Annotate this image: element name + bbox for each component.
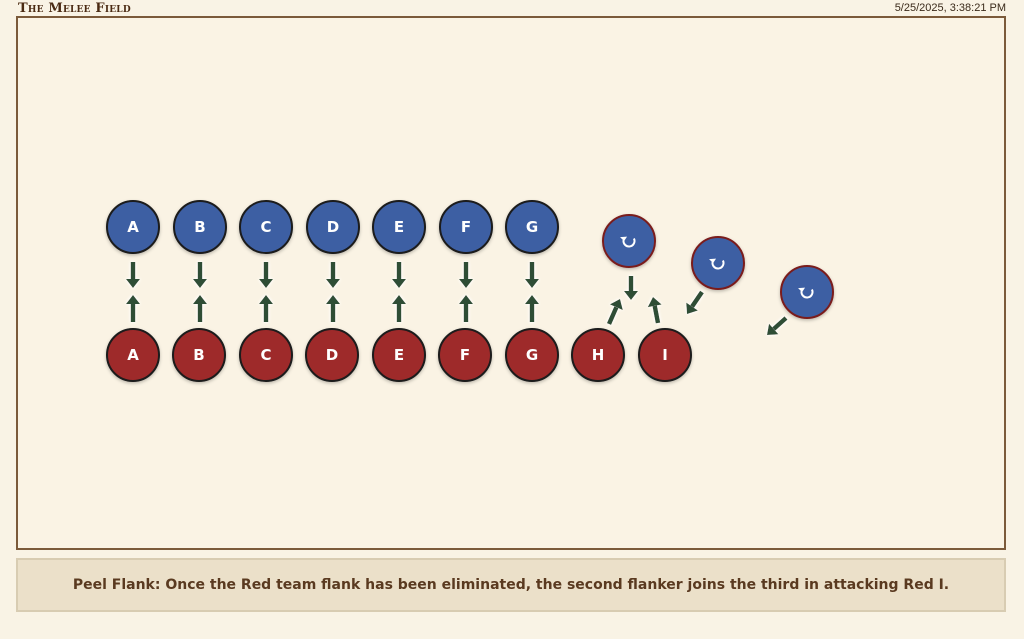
- rotate-icon: [798, 287, 814, 299]
- red-fighter-a[interactable]: A: [106, 328, 160, 382]
- arrow-flanker2-down: [686, 290, 704, 314]
- arrow-up-6: [525, 295, 539, 322]
- token-label: F: [461, 218, 471, 236]
- blue-fighter-c[interactable]: C: [239, 200, 293, 254]
- caption-text: Peel Flank: Once the Red team flank has …: [72, 577, 950, 593]
- arrow-down-5: [459, 262, 473, 288]
- token-label: D: [326, 346, 338, 364]
- blue-fighter-flanker-2[interactable]: [691, 236, 745, 290]
- rotate-icon: [620, 236, 636, 248]
- red-fighter-d[interactable]: D: [305, 328, 359, 382]
- blue-fighter-f[interactable]: F: [439, 200, 493, 254]
- token-label: C: [260, 218, 271, 236]
- token-label: G: [526, 218, 538, 236]
- red-fighter-b[interactable]: B: [172, 328, 226, 382]
- red-fighter-e[interactable]: E: [372, 328, 426, 382]
- timestamp: 5/25/2025, 3:38:21 PM: [894, 2, 1006, 14]
- arrow-down-0: [126, 262, 140, 288]
- blue-fighter-flanker-3[interactable]: [780, 265, 834, 319]
- blue-fighter-a[interactable]: A: [106, 200, 160, 254]
- token-label: I: [662, 346, 668, 364]
- arrow-down-3: [326, 262, 340, 288]
- blue-fighter-d[interactable]: D: [306, 200, 360, 254]
- arrow-down-1: [193, 262, 207, 288]
- caption-panel: Peel Flank: Once the Red team flank has …: [16, 558, 1006, 612]
- rotate-icon: [709, 258, 725, 270]
- red-fighter-g[interactable]: G: [505, 328, 559, 382]
- token-label: G: [526, 346, 538, 364]
- token-label: F: [460, 346, 470, 364]
- arrow-up-0: [126, 295, 140, 322]
- field-canvas: A B C D E F G A B C D E F G H I: [106, 200, 834, 382]
- token-label: A: [127, 346, 139, 364]
- app-title: The Melee Field: [18, 1, 131, 16]
- arrow-up-2: [259, 295, 273, 322]
- arrow-up-1: [193, 295, 207, 322]
- red-fighter-f[interactable]: F: [438, 328, 492, 382]
- arrow-down-6: [525, 262, 539, 288]
- arrow-flanker1-down: [624, 276, 638, 300]
- token-label: E: [394, 346, 404, 364]
- red-fighter-c[interactable]: C: [239, 328, 293, 382]
- blue-fighter-g[interactable]: G: [505, 200, 559, 254]
- token-label: E: [394, 218, 404, 236]
- arrow-red-h-up: [606, 299, 623, 325]
- blue-fighter-flanker-1[interactable]: [602, 214, 656, 268]
- arrow-down-4: [392, 262, 406, 288]
- melee-field: A B C D E F G A B C D E F G H I: [16, 16, 1006, 550]
- token-label: D: [327, 218, 339, 236]
- top-bar: The Melee Field 5/25/2025, 3:38:21 PM: [0, 0, 1024, 16]
- token-label: B: [193, 346, 204, 364]
- token-label: A: [127, 218, 139, 236]
- arrow-up-3: [326, 295, 340, 322]
- arrow-up-4: [392, 295, 406, 322]
- red-fighter-h[interactable]: H: [571, 328, 625, 382]
- arrow-down-2: [259, 262, 273, 288]
- red-fighter-i[interactable]: I: [638, 328, 692, 382]
- arrow-red-i-up: [647, 297, 662, 324]
- token-label: B: [194, 218, 205, 236]
- token-label: C: [260, 346, 271, 364]
- blue-fighter-b[interactable]: B: [173, 200, 227, 254]
- arrow-up-5: [459, 295, 473, 322]
- arrow-flanker3-down: [767, 316, 788, 335]
- blue-fighter-e[interactable]: E: [372, 200, 426, 254]
- token-label: H: [592, 346, 605, 364]
